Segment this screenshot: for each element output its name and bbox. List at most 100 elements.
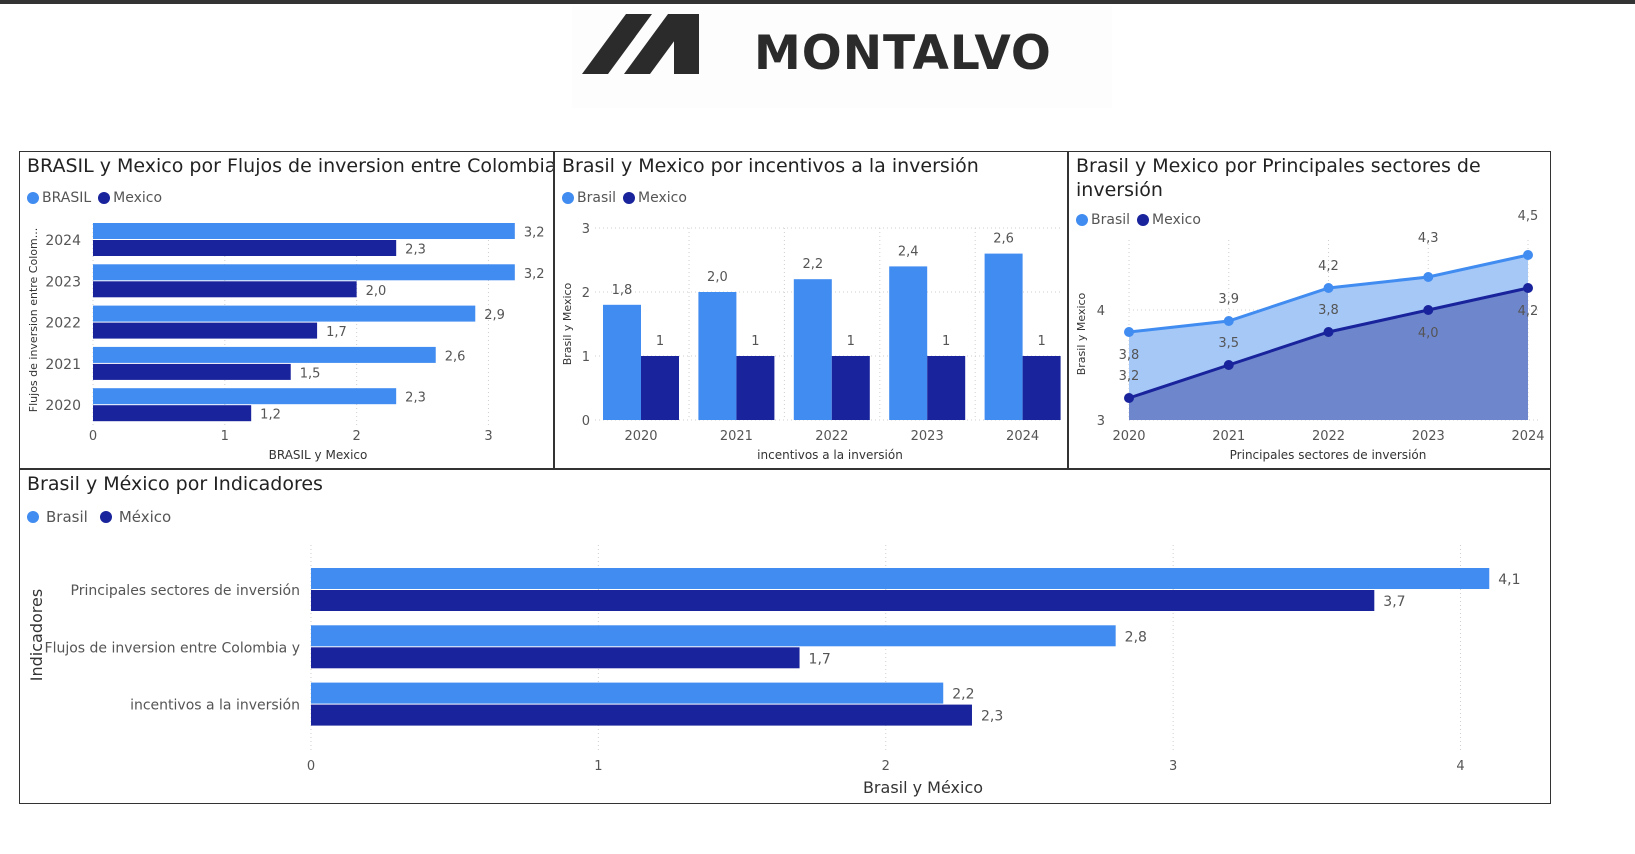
data-label: 2,4	[898, 244, 919, 259]
brasil-bar	[311, 625, 1116, 647]
legend-item-mexico[interactable]: Mexico	[98, 190, 162, 206]
y-tick-label: 2	[582, 286, 590, 301]
chart-title: Brasil y Mexico por incentivos a la inve…	[562, 155, 979, 177]
mexico-area	[1129, 288, 1528, 420]
y-axis-title: Brasil y Mexico	[561, 282, 574, 365]
chart-plot: 0 1 2 3 4 Principales sectores de inversión 4,…	[27, 545, 1521, 797]
y-tick-label: 0	[582, 414, 590, 429]
data-label: 2,3	[405, 391, 426, 406]
data-label: 1,7	[326, 325, 347, 340]
legend-label: BRASIL	[42, 190, 92, 206]
legend-item-brasil[interactable]: BRASIL	[27, 190, 91, 206]
chart-legend: Brasil México	[27, 508, 178, 526]
mexico-swatch-icon	[98, 192, 111, 204]
x-tick-label: 0	[89, 429, 97, 444]
logo-text: MONTALVO	[754, 26, 1052, 81]
chart-panel-incentivos[interactable]: Brasil y Mexico por incentivos a la inve…	[554, 151, 1068, 469]
data-label: 1	[1037, 334, 1045, 349]
chart-plot: 0 1 2 3 2024 3,2 2,3 2023 3,2 2,0 2022 2,9 1,7 2021 2,…	[27, 223, 545, 462]
category-label: 2024	[45, 233, 81, 249]
data-label: 4,3	[1418, 231, 1439, 246]
brasil-bar	[93, 305, 476, 322]
data-label: 4,1	[1498, 572, 1520, 588]
mexico-point	[1323, 327, 1334, 337]
data-label: 4,0	[1418, 326, 1439, 341]
legend-item-brasil[interactable]: Brasil	[562, 190, 616, 206]
mexico-bar	[311, 590, 1375, 611]
top-border	[0, 0, 1635, 4]
brasil-bar	[93, 346, 436, 363]
brasil-bar	[984, 253, 1023, 420]
x-axis-title: Principales sectores de inversión	[1230, 448, 1427, 462]
data-label: 2,6	[445, 349, 466, 364]
chart-panel-sectores[interactable]: Brasil y Mexico por Principales sectores…	[1068, 151, 1551, 469]
brasil-swatch-icon	[1076, 214, 1088, 226]
brasil-bar	[793, 279, 832, 420]
x-axis-title: Brasil y México	[863, 778, 983, 797]
legend-label: Brasil	[577, 190, 617, 206]
legend-item-brasil[interactable]: Brasil	[27, 508, 88, 526]
data-label: 1,2	[260, 408, 281, 423]
legend-item-mexico[interactable]: Mexico	[1137, 212, 1201, 228]
brasil-point	[1223, 316, 1234, 326]
brasil-bar	[93, 264, 515, 281]
data-label: 3,2	[524, 267, 545, 282]
x-tick-label: 2024	[1511, 429, 1544, 444]
mexico-point	[1223, 360, 1234, 370]
data-label: 3,9	[1218, 292, 1239, 307]
chart-legend: BRASIL Mexico	[27, 190, 169, 206]
chart-panel-indicadores[interactable]: Brasil y México por Indicadores Brasil M…	[19, 469, 1551, 804]
data-label: 3,7	[1383, 594, 1405, 610]
chart-title: Brasil y Mexico por Principales sectores…	[1076, 155, 1481, 201]
category-label: 2022	[45, 316, 81, 332]
chart-plot: 0 1 2 3 2020 1,8 1 2021 2,0 1 2022 2,2 1 2023 2,4 1 2024…	[561, 222, 1061, 462]
data-label: 2,6	[993, 232, 1014, 247]
data-label: 3,2	[1119, 369, 1140, 384]
x-tick-label: 2023	[1412, 429, 1445, 444]
mexico-bar	[641, 356, 679, 420]
legend-label: Mexico	[1152, 212, 1201, 228]
data-label: 4,5	[1518, 209, 1539, 224]
data-label: 1	[656, 334, 664, 349]
data-label: 4,2	[1318, 259, 1339, 274]
legend-item-brasil[interactable]: Brasil	[1076, 212, 1130, 228]
x-tick-label: 4	[1456, 759, 1464, 774]
brasil-bar	[93, 223, 515, 239]
brasil-point	[1423, 272, 1434, 282]
data-label: 2,3	[981, 709, 1003, 725]
brasil-point	[1124, 327, 1134, 337]
logo-mark-icon	[582, 14, 699, 74]
data-label: 4,2	[1518, 304, 1539, 319]
category-label: Principales sectores de inversión	[71, 583, 300, 599]
brasil-bar	[889, 266, 928, 420]
x-tick-label: 2021	[1212, 429, 1245, 444]
x-tick-label: 2021	[720, 429, 753, 444]
x-tick-label: 2023	[911, 429, 944, 444]
x-tick-label: 2020	[1112, 429, 1145, 444]
brasil-bar	[311, 568, 1490, 589]
legend-label: Mexico	[113, 190, 163, 206]
brasil-point	[1523, 250, 1533, 260]
data-label: 1	[942, 334, 950, 349]
chart-title: Brasil y México por Indicadores	[27, 473, 323, 495]
y-tick-label: 3	[582, 222, 590, 237]
x-tick-label: 3	[484, 429, 492, 444]
mexico-point	[1124, 393, 1134, 403]
legend-item-mexico[interactable]: México	[99, 508, 171, 526]
x-tick-label: 2022	[1312, 429, 1345, 444]
data-label: 2,0	[366, 284, 387, 299]
brasil-point	[1323, 283, 1334, 293]
chart-panel-flujos[interactable]: BRASIL y Mexico por Flujos de inversion …	[19, 151, 554, 469]
category-label: Flujos de inversion entre Colombia y	[45, 640, 300, 656]
x-tick-label: 2020	[624, 429, 657, 444]
legend-label: Mexico	[638, 190, 687, 206]
y-axis-title: Flujos de inversion entre Colom...	[27, 228, 40, 412]
x-axis-title: BRASIL y Mexico	[269, 448, 368, 462]
brasil-bar	[603, 304, 641, 420]
data-label: 3,8	[1318, 303, 1339, 318]
x-tick-label: 1	[221, 429, 229, 444]
x-axis-title: incentivos a la inversión	[757, 448, 903, 462]
category-label: 2021	[45, 357, 81, 373]
logo: MONTALVO	[572, 6, 1112, 108]
legend-item-mexico[interactable]: Mexico	[623, 190, 687, 206]
